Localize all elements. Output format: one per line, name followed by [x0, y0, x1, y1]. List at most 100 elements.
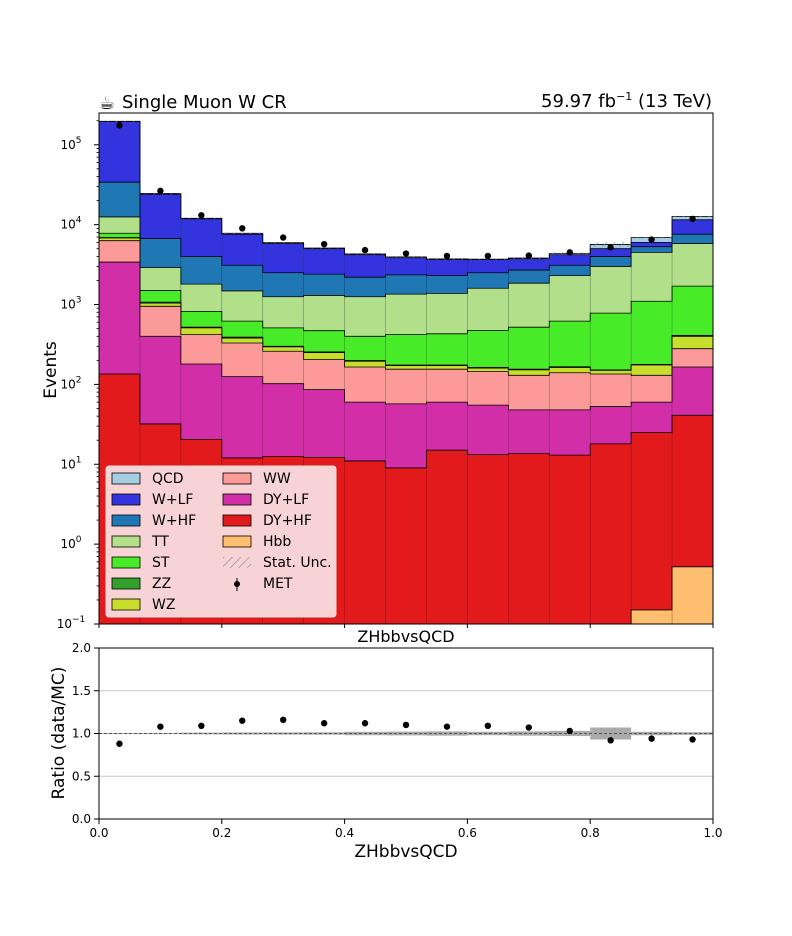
stack-bar	[426, 450, 468, 624]
ratio-x-tick-label: 0.4	[335, 826, 354, 840]
ratio-x-tick-label: 0.6	[458, 826, 477, 840]
legend-item-qcd: QCD	[111, 471, 184, 487]
stack-bar	[631, 432, 673, 624]
stat-unc-box	[303, 247, 345, 249]
stat-unc-box	[99, 121, 140, 123]
stack-bar	[508, 453, 550, 624]
data-point	[525, 252, 532, 259]
ratio-y-tick-label: 1.5	[72, 684, 91, 698]
legend-label: Stat. Unc.	[263, 555, 332, 571]
y-tick-label: 101	[60, 455, 81, 471]
y-tick-label: 102	[60, 375, 81, 391]
stack-bar	[467, 454, 509, 624]
legend-item-hbb: Hbb	[222, 534, 291, 550]
legend-label: QCD	[152, 471, 184, 487]
data-point	[239, 225, 246, 232]
ratio-y-tick-label: 2.0	[72, 641, 91, 655]
main-axes-frame	[98, 112, 714, 625]
legend-item-stat-unc-: Stat. Unc.	[223, 555, 332, 571]
legend-swatch	[111, 577, 141, 590]
stack-bar	[385, 467, 427, 624]
data-point	[566, 249, 573, 256]
stack-bar	[590, 443, 632, 624]
cms-logo-icon: ☕	[99, 93, 115, 114]
ratio-point	[443, 723, 451, 730]
ratio-y-tick-label: 0.0	[72, 812, 91, 826]
stack-bar	[344, 460, 386, 624]
legend-box	[105, 465, 337, 618]
data-point	[648, 236, 655, 243]
ratio-point	[689, 736, 696, 743]
legend-swatch	[222, 535, 252, 548]
ratio-point	[484, 722, 492, 730]
data-point	[198, 212, 205, 219]
data-points-layer	[116, 122, 696, 260]
legend-swatch	[111, 493, 141, 506]
ratio-points-layer	[116, 716, 696, 747]
legend-item-w-lf: W+LF	[111, 492, 193, 508]
legend: QCD W+LF W+HF TT ST ZZ WZ WW DY+LF DY+HF Hbb Stat. …	[105, 465, 337, 618]
stack-outline	[99, 181, 713, 278]
ratio-point	[525, 724, 532, 731]
ratio-point	[402, 721, 410, 729]
ratio-point	[198, 722, 205, 730]
legend-swatch	[222, 493, 252, 506]
legend-label: ZZ	[152, 576, 171, 592]
legend-item-wz: WZ	[111, 597, 175, 613]
legend-swatch	[111, 514, 141, 527]
stack-outline	[99, 373, 713, 469]
data-point	[443, 252, 451, 260]
y-tick-label: 10−1	[57, 615, 86, 631]
stack-outline	[99, 240, 713, 376]
stat-unc-box	[385, 256, 427, 258]
stack-bar	[549, 455, 591, 624]
stat-unc-box	[344, 253, 386, 255]
ratio-point	[320, 720, 328, 727]
data-point	[689, 215, 696, 223]
ratio-point	[157, 723, 164, 730]
data-point	[320, 240, 328, 248]
ratio-band-box	[262, 732, 304, 735]
legend-item-st: ST	[111, 555, 170, 571]
legend-label: TT	[151, 534, 169, 550]
data-point	[116, 122, 123, 129]
ratio-point	[239, 717, 246, 724]
main-x-ticks	[98, 624, 714, 628]
ratio-point	[566, 727, 573, 735]
legend-marker	[234, 581, 240, 587]
data-point	[402, 250, 410, 257]
main-y-axis-label: Events	[41, 341, 61, 399]
legend-item-dy-lf: DY+LF	[222, 492, 309, 508]
legend-label: DY+LF	[263, 492, 309, 508]
legend-swatch	[111, 598, 141, 611]
ratio-point	[116, 740, 123, 747]
ratio-x-tick-label: 0.2	[212, 826, 231, 840]
stat-unc-box	[221, 232, 263, 234]
main-title: Single Muon W CR	[122, 92, 287, 113]
stack-outline	[99, 566, 713, 624]
legend-item-tt: TT	[111, 534, 169, 550]
ratio-x-tick-label: 0.0	[89, 826, 108, 840]
legend-item-w-hf: W+HF	[111, 513, 196, 529]
legend-label: MET	[263, 576, 293, 592]
legend-swatch	[222, 472, 252, 485]
main-y-ticks: 10−1 100 101 102 103 104 105	[57, 120, 99, 631]
y-tick-label: 104	[60, 216, 81, 232]
y-tick-label: 103	[60, 296, 81, 312]
legend-swatch	[111, 535, 141, 548]
stack-outline	[99, 237, 713, 371]
ratio-band-box	[221, 732, 263, 735]
legend-swatch	[111, 556, 141, 569]
legend-swatch	[223, 557, 251, 568]
legend-label: WZ	[152, 597, 175, 613]
legend-item-zz: ZZ	[111, 576, 171, 592]
legend-label: W+HF	[152, 513, 196, 529]
legend-label: DY+HF	[263, 513, 312, 529]
stack-outline	[99, 216, 713, 298]
ratio-band-box	[467, 731, 509, 736]
ratio-x-tick-label: 1.0	[703, 826, 722, 840]
stat-unc-box	[262, 242, 304, 244]
stack-bar	[672, 566, 713, 624]
data-point	[607, 244, 614, 251]
legend-label: ST	[152, 555, 170, 571]
